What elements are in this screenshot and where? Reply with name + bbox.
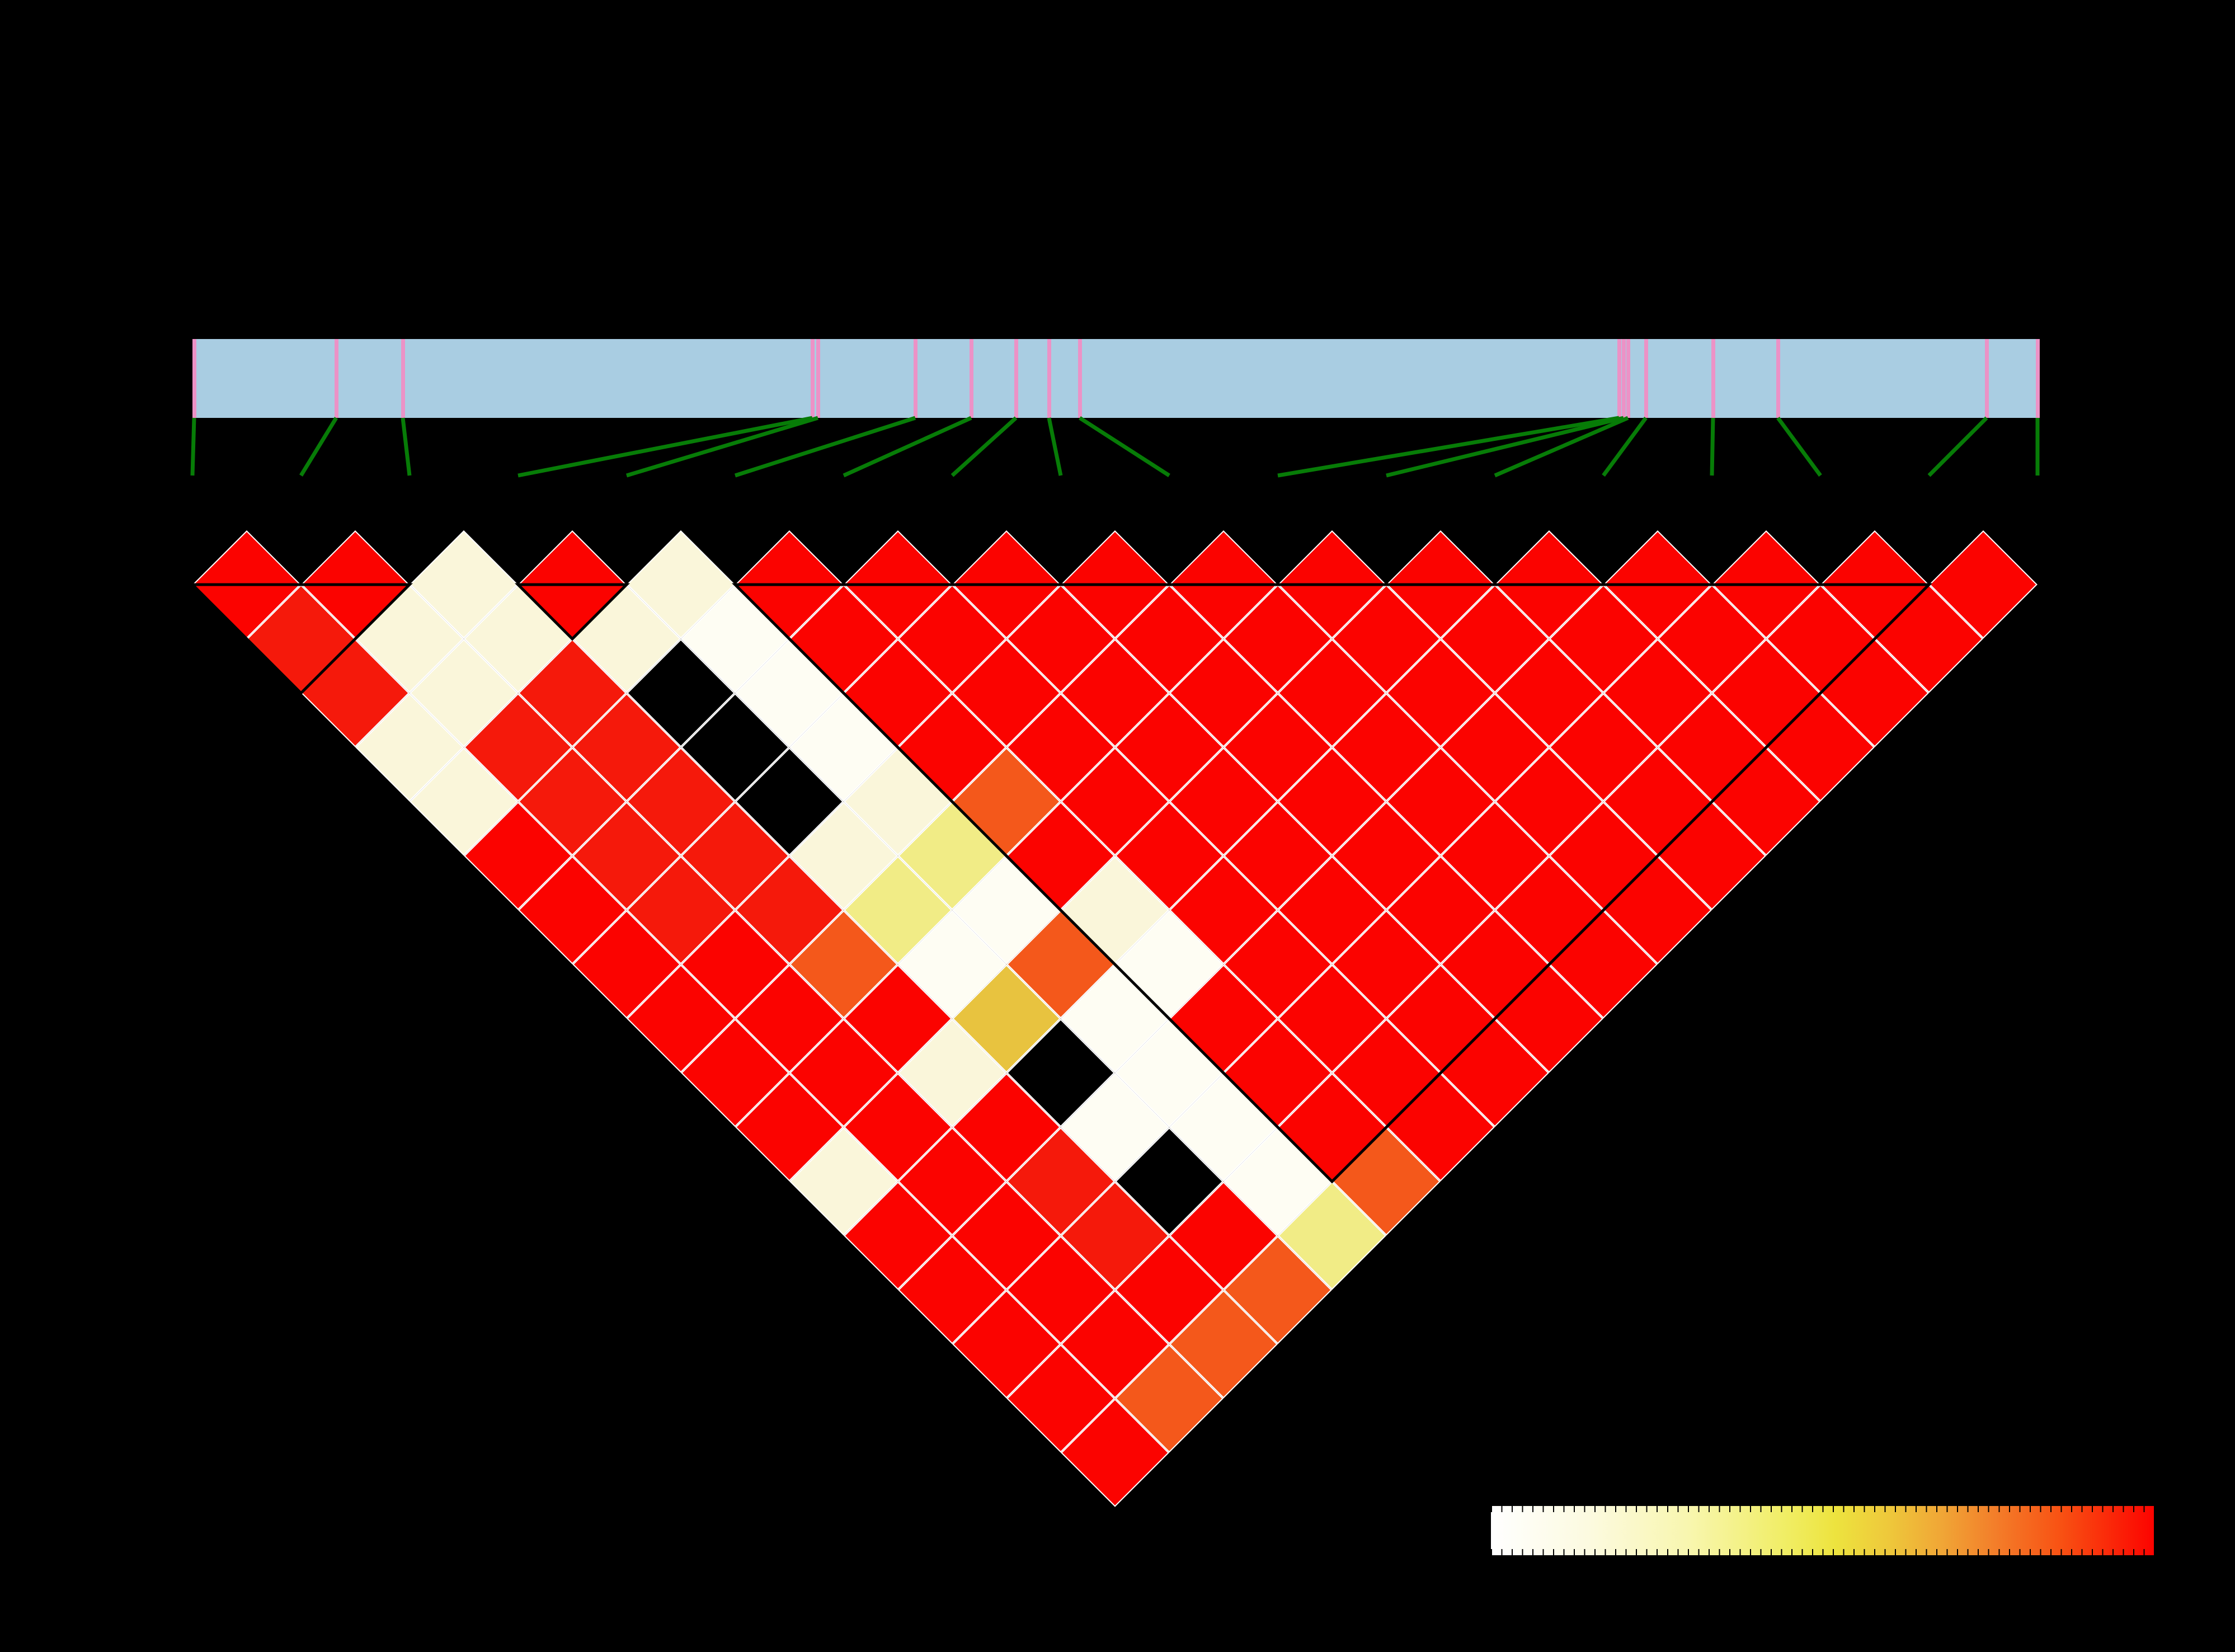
snp-position-line [401, 339, 405, 418]
snp-link-line [299, 417, 338, 477]
snp-link-line [843, 416, 972, 478]
snp-position-line [1984, 339, 1989, 418]
snp-position-line [1621, 339, 1626, 418]
snp-position-line [192, 339, 196, 418]
snp-link-line [1927, 416, 1988, 477]
snp-position-line [810, 339, 815, 418]
snp-link-line [951, 416, 1018, 477]
snp-position-line [1776, 339, 1780, 418]
snp-link-line [1386, 416, 1624, 478]
snp-link-line [401, 417, 412, 476]
snp-position-line [334, 339, 338, 418]
snp-link-line [1079, 416, 1170, 477]
snp-link-line [1776, 416, 1822, 477]
snp-position-line [1077, 339, 1082, 418]
snp-link-line [1277, 416, 1620, 478]
snp-link-line [190, 417, 196, 476]
snp-position-line [2035, 339, 2040, 418]
snp-link-line [1047, 417, 1063, 476]
snp-link-line [734, 416, 916, 478]
snp-position-line [1014, 339, 1018, 418]
snp-position-line [1617, 339, 1621, 418]
color-key-gradient [1491, 1506, 2154, 1555]
snp-position-line [1711, 339, 1715, 418]
snp-position-line [1047, 339, 1051, 418]
color-key-ticks-bottom [1491, 1549, 2154, 1555]
snp-position-line [1644, 339, 1648, 418]
genomic-region-bar [192, 339, 2040, 418]
snp-link-line [1602, 416, 1648, 477]
snp-position-line [1626, 339, 1630, 418]
snp-link-line [517, 416, 813, 478]
snp-link-line [625, 416, 819, 478]
color-key-ticks-top [1491, 1506, 2154, 1512]
color-key [1491, 1506, 2154, 1555]
snp-position-line [913, 339, 917, 418]
snp-position-line [816, 339, 820, 418]
snp-link-line [1494, 416, 1629, 478]
snp-position-line [969, 339, 973, 418]
snp-link-line [1710, 417, 1715, 476]
